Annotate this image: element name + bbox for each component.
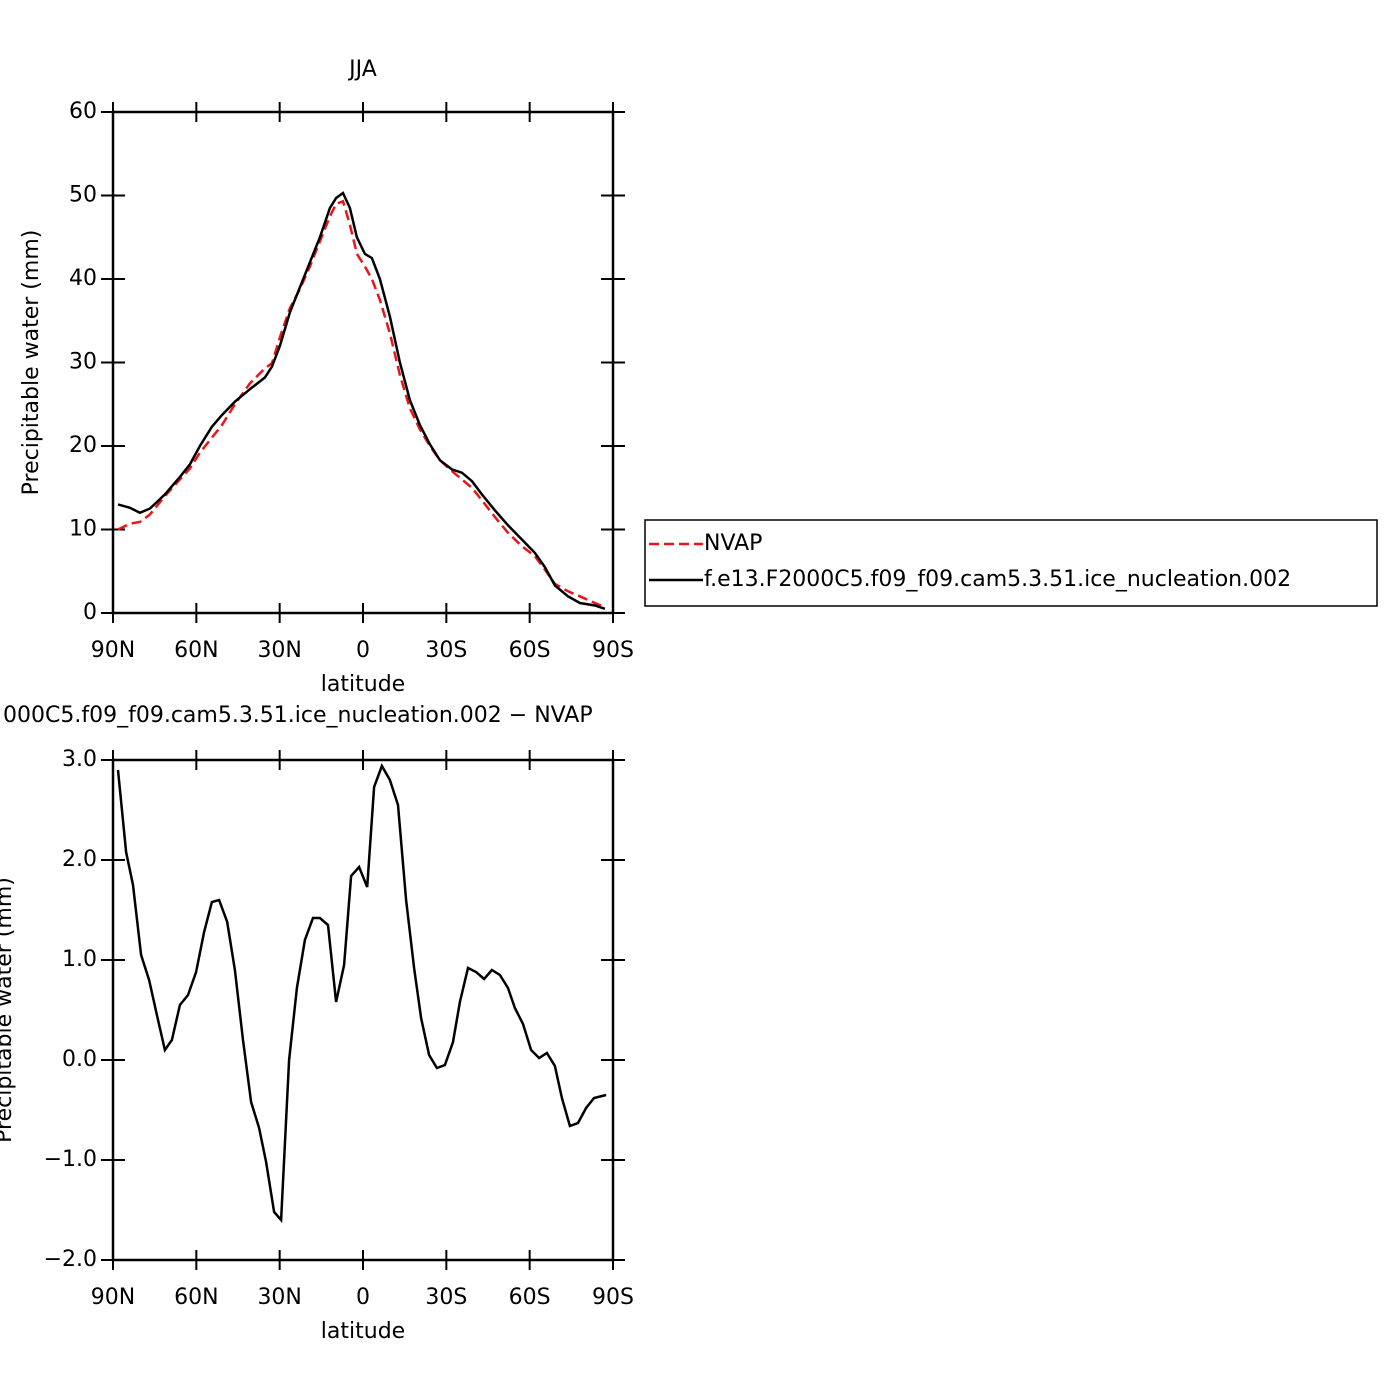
x-tick-label: 30S (425, 1285, 467, 1310)
legend-label: f.e13.F2000C5.f09_f09.cam5.3.51.ice_nucl… (704, 567, 1291, 592)
y-tick-label: 30 (69, 350, 97, 375)
y-tick-label: 2.0 (62, 847, 97, 872)
y-tick-label: 10 (69, 517, 97, 542)
x-tick-label: 90N (91, 638, 135, 663)
y-tick-label: 0 (83, 600, 97, 625)
x-axis-label: latitude (321, 672, 405, 697)
y-tick-label: 60 (69, 99, 97, 124)
x-axis-label: latitude (321, 1319, 405, 1344)
x-tick-label: 90N (91, 1285, 135, 1310)
x-tick-label: 60S (509, 1285, 551, 1310)
y-tick-label: 50 (69, 183, 97, 208)
y-axis-label: Precipitable water (mm) (19, 230, 44, 496)
x-tick-label: 90S (592, 638, 634, 663)
y-tick-label: −2.0 (44, 1247, 97, 1272)
x-tick-label: 30S (425, 638, 467, 663)
x-tick-label: 30N (257, 1285, 301, 1310)
data-line (116, 763, 607, 1224)
y-tick-label: 40 (69, 266, 97, 291)
y-tick-label: 0.0 (62, 1047, 97, 1072)
y-axis-label: Precipitable water (mm) (0, 877, 17, 1143)
chart-title: 000C5.f09_f09.cam5.3.51.ice_nucleation.0… (3, 703, 593, 728)
y-tick-label: 3.0 (62, 747, 97, 772)
x-tick-label: 0 (356, 1285, 370, 1310)
chart-title: JJA (347, 57, 377, 82)
y-tick-label: 1.0 (62, 947, 97, 972)
y-tick-label: 20 (69, 433, 97, 458)
legend-box (644, 519, 1378, 607)
plot-frame (111, 758, 615, 1262)
x-tick-label: 90S (592, 1285, 634, 1310)
data-line (117, 199, 606, 609)
x-tick-label: 60S (509, 638, 551, 663)
y-tick-label: −1.0 (44, 1147, 97, 1172)
x-tick-label: 30N (257, 638, 301, 663)
data-line (117, 191, 606, 610)
x-tick-label: 60N (174, 1285, 218, 1310)
x-tick-label: 0 (356, 638, 370, 663)
plot-frame (111, 110, 615, 615)
legend-label: NVAP (704, 531, 762, 556)
x-tick-label: 60N (174, 638, 218, 663)
